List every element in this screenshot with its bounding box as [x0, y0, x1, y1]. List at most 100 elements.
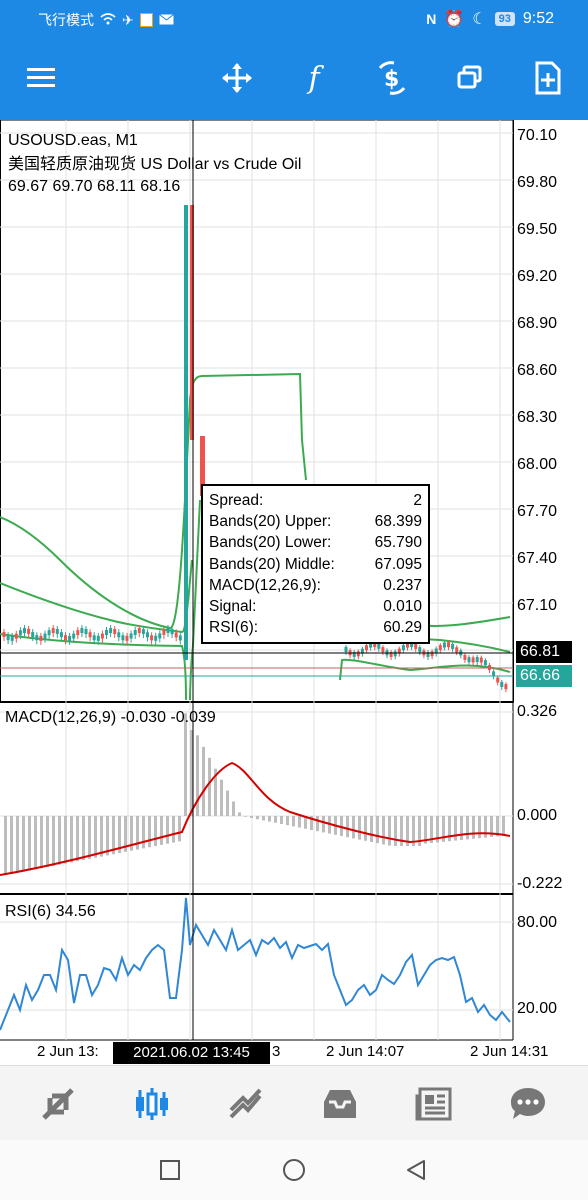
macd-histogram-bar	[28, 816, 31, 871]
macd-histogram-bar	[268, 816, 271, 822]
macd-histogram-bar	[10, 816, 13, 875]
candle-body	[447, 642, 450, 648]
tooltip-value: 0.237	[383, 576, 422, 594]
candle-body	[76, 630, 80, 636]
crosshair-date: 2021.06.02 13:45	[113, 1042, 270, 1064]
new-document-icon[interactable]	[526, 56, 570, 100]
macd-histogram-bar	[400, 816, 403, 846]
crosshair-tooltip: Spread: 2 Bands(20) Upper: 68.399 Bands(20) …	[201, 484, 430, 644]
candle-body	[492, 671, 496, 677]
candle-body	[389, 651, 393, 657]
home-icon[interactable]	[280, 1156, 308, 1184]
candle-body	[500, 681, 504, 687]
candle-body	[365, 645, 368, 651]
macd-histogram-bar	[262, 816, 265, 821]
candle-body	[72, 633, 76, 639]
rsi-axis-label: 20.00	[517, 1000, 558, 1017]
macd-histogram-bar	[394, 816, 397, 846]
macd-histogram-bar	[442, 816, 445, 842]
windows-icon[interactable]	[448, 56, 492, 100]
trade-icon[interactable]	[224, 1082, 268, 1126]
candle-body	[109, 628, 113, 634]
macd-histogram-bar	[460, 816, 463, 840]
tooltip-label: Bands(20) Upper:	[209, 513, 332, 531]
candle-body	[88, 632, 92, 638]
macd-histogram-bar	[466, 816, 469, 840]
price-axis-label: 68.60	[517, 362, 558, 379]
macd-histogram-bar	[106, 816, 109, 856]
chart-area[interactable]: USOUSD.eas, M1 美国轻质原油现货 US Dollar vs Cru…	[0, 120, 588, 1065]
macd-histogram-bar	[34, 816, 37, 870]
tooltip-row: RSI(6): 60.29	[209, 617, 422, 638]
macd-histogram-bar	[430, 816, 433, 843]
news-icon[interactable]	[412, 1082, 456, 1126]
macd-histogram-bar	[166, 816, 169, 844]
macd-axis-label: 0.326	[517, 703, 558, 720]
macd-histogram-bar	[172, 816, 175, 843]
tooltip-row: MACD(12,26,9): 0.237	[209, 575, 422, 596]
macd-histogram-bar	[154, 816, 157, 847]
macd-histogram-bar	[52, 816, 55, 866]
chat-icon[interactable]	[506, 1082, 550, 1126]
candle-body	[35, 635, 39, 641]
candle-body	[141, 629, 145, 635]
macd-histogram-bar	[304, 816, 307, 829]
chart-icon[interactable]	[130, 1082, 174, 1126]
macd-histogram-bar	[16, 816, 19, 873]
candle-body	[455, 647, 459, 653]
candle-body	[39, 635, 43, 641]
menu-icon[interactable]	[20, 56, 64, 100]
macd-histogram-bar	[484, 816, 487, 838]
candle-body	[113, 629, 117, 635]
price-axis-label: 67.40	[517, 550, 558, 567]
candle-body	[369, 642, 373, 648]
bollinger-band-line	[0, 559, 193, 634]
quotes-icon[interactable]	[36, 1082, 80, 1126]
macd-histogram-bar	[340, 816, 343, 836]
battery-level: 93	[494, 12, 515, 26]
candle-body	[133, 629, 137, 635]
history-icon[interactable]	[318, 1082, 362, 1126]
macd-histogram-bar	[136, 816, 139, 850]
candle-body	[438, 645, 442, 651]
trade-dollar-icon[interactable]: $	[370, 56, 414, 100]
candle-body	[504, 684, 508, 690]
macd-histogram-bar	[502, 816, 505, 836]
airplane-mode-label: 飞行模式	[38, 12, 94, 28]
back-icon[interactable]	[402, 1156, 430, 1184]
macd-histogram-bar	[364, 816, 367, 841]
macd-histogram-bar	[280, 816, 283, 824]
macd-histogram-bar	[124, 816, 127, 852]
macd-histogram-bar	[70, 816, 73, 863]
price-axis-label: 69.50	[517, 221, 558, 238]
candle-body	[100, 633, 104, 639]
macd-histogram-bar	[244, 816, 247, 817]
candle-body	[451, 643, 455, 649]
time-axis-label: 3	[272, 1043, 281, 1060]
candle-body	[125, 635, 129, 641]
candle-body	[84, 628, 88, 634]
tooltip-row: Spread: 2	[209, 490, 422, 511]
tooltip-label: Signal:	[209, 598, 257, 616]
candle-body	[47, 630, 51, 636]
macd-histogram-bar	[310, 816, 313, 830]
candle-body	[401, 645, 405, 651]
recents-icon[interactable]	[156, 1156, 184, 1184]
tooltip-value: 65.790	[374, 534, 422, 552]
macd-histogram-bar	[358, 816, 361, 840]
candle-body	[68, 635, 72, 641]
candle-body	[496, 677, 500, 683]
macd-histogram-bar	[250, 816, 253, 818]
crosshair-move-icon[interactable]	[215, 56, 259, 100]
function-icon[interactable]: f	[308, 60, 320, 96]
ask-price-tag: 66.66	[516, 665, 572, 687]
macd-histogram-bar	[100, 816, 103, 857]
macd-histogram-bar	[286, 816, 289, 826]
macd-histogram-bar	[184, 713, 187, 816]
nfc-icon: N	[426, 11, 437, 27]
candle-body	[483, 660, 487, 666]
candle-body	[2, 632, 6, 637]
macd-histogram-bar	[424, 816, 427, 844]
macd-axis-label: 0.000	[517, 807, 558, 824]
macd-histogram-bar	[148, 816, 151, 848]
